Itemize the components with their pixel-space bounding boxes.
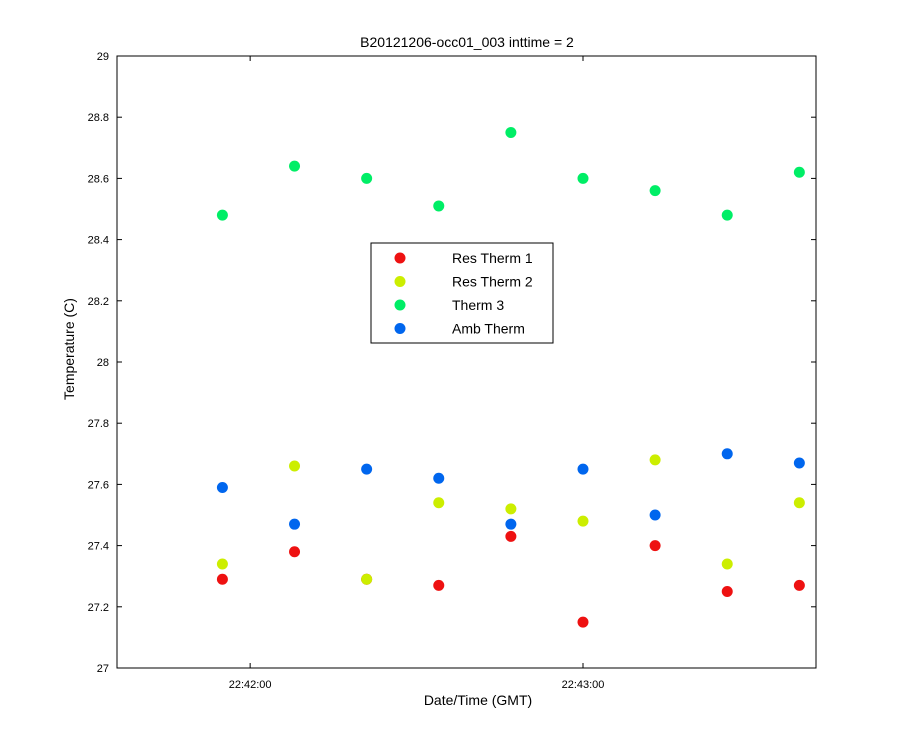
data-point [433,200,445,212]
data-point [216,209,228,221]
y-tick-label: 27 [97,663,109,675]
y-tick-label: 28 [97,357,109,369]
legend-label: Amb Therm [452,321,525,337]
data-point [289,546,301,558]
x-axis-label: Date/Time (GMT) [424,692,532,708]
data-point [505,530,517,542]
data-point [577,463,589,475]
legend-marker [394,323,406,334]
legend-label: Res Therm 2 [452,274,533,290]
data-point [505,503,517,515]
data-point [721,448,733,460]
y-tick-label: 27.2 [88,602,109,614]
chart-title: B20121206-occ01_003 inttime = 2 [360,34,574,50]
y-tick-label: 27.4 [88,541,109,553]
y-tick-label: 28.6 [88,173,109,185]
y-tick-label: 29 [97,51,109,63]
legend-marker [394,252,406,264]
x-tick-label: 22:42:00 [229,679,272,691]
data-point [433,497,445,509]
data-point [433,472,445,484]
data-point [361,463,373,475]
data-point [361,573,373,585]
x-tick-label: 22:43:00 [562,679,605,691]
data-point [505,127,517,138]
data-point [289,460,301,472]
legend-marker [394,276,406,287]
legend-label: Res Therm 1 [452,250,533,266]
data-points [216,127,805,628]
data-point [649,185,661,197]
data-point [793,497,805,509]
data-point [216,558,228,570]
data-point [649,454,661,466]
plot-area [116,55,817,669]
data-point [721,558,733,570]
data-point [793,166,805,178]
data-point [793,457,805,469]
y-axis-label: Temperature (C) [61,298,77,400]
data-point [649,509,661,521]
y-tick-label: 28.4 [88,235,109,247]
data-point [216,573,228,585]
y-tick-label: 28.8 [88,112,109,124]
data-point [649,540,661,552]
data-point [216,481,228,493]
data-point [289,160,301,172]
y-axis: 27 27.2 27.4 27.6 27.8 28 28.2 28.4 28.6 28.8 29 [88,51,816,675]
data-point [721,209,733,221]
y-tick-label: 28.2 [88,296,109,308]
data-point [721,586,733,597]
data-point [361,172,373,184]
legend: Res Therm 1 Res Therm 2 Therm 3 Amb Therm [370,242,554,344]
data-point [505,518,517,530]
y-tick-label: 27.8 [88,418,109,430]
data-point [577,515,589,527]
legend-label: Therm 3 [452,297,504,313]
data-point [577,172,589,184]
data-point [289,518,301,530]
data-point [433,579,445,591]
data-point [577,616,589,628]
legend-marker [394,299,406,311]
data-point [793,579,805,591]
x-axis: 22:42:00 22:43:00 [229,56,605,691]
y-tick-label: 27.6 [88,479,109,491]
